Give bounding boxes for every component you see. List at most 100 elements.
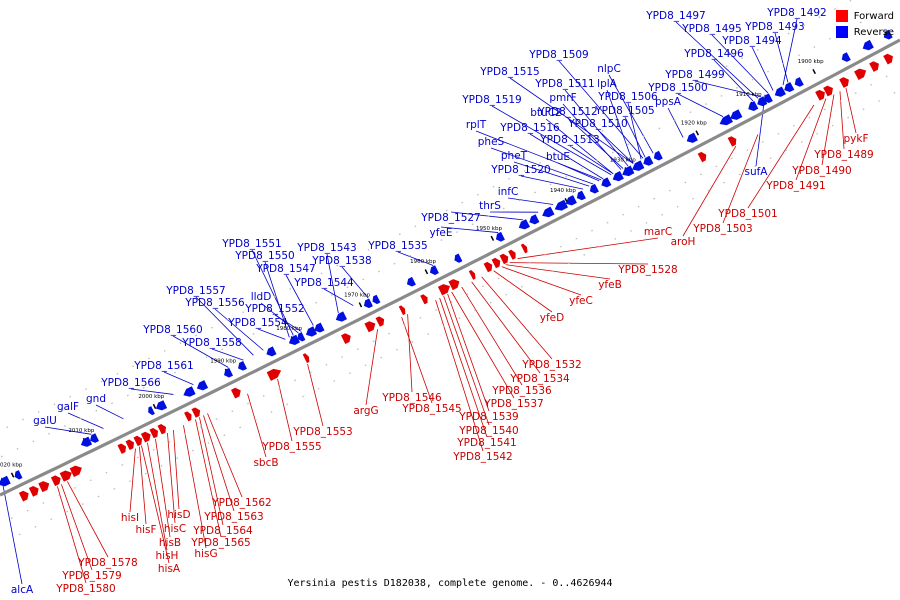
- reverse-swatch: [835, 26, 848, 38]
- gene-label: galF: [57, 401, 79, 413]
- forward-gene: [437, 284, 450, 296]
- reverse-gene: [576, 190, 586, 201]
- gene-label: YPD8_1550: [234, 250, 294, 262]
- label-connector: [341, 266, 369, 299]
- reverse-gene: [643, 155, 654, 166]
- gene-label: YPD8_1541: [456, 437, 516, 449]
- gene-label: marC: [644, 226, 672, 238]
- gene-label: sufA: [744, 166, 768, 178]
- forward-gene: [508, 249, 516, 260]
- genome-caption: Yersinia pestis D182038, complete genome…: [287, 578, 613, 589]
- label-connector: [507, 197, 554, 205]
- reverse-gene: [612, 170, 624, 182]
- label-connector: [155, 438, 171, 538]
- forward-gene: [483, 261, 493, 273]
- reverse-gene: [542, 206, 555, 218]
- gene-label: YPD8_1563: [203, 511, 263, 523]
- label-connector: [562, 103, 622, 170]
- forward-gene: [420, 294, 428, 305]
- reverse-gene: [155, 400, 168, 411]
- gene-label: YPD8_1579: [61, 570, 121, 582]
- forward-gene: [491, 257, 501, 269]
- reverse-gene: [224, 367, 234, 378]
- reverse-gene: [794, 77, 804, 87]
- gene-label: YPD8_1540: [458, 425, 518, 437]
- label-connector: [475, 130, 602, 181]
- label-connector: [407, 314, 413, 393]
- reverse-gene: [495, 231, 505, 242]
- label-connector: [677, 93, 724, 117]
- reverse-gene: [622, 165, 635, 177]
- gene-label: YPD8_1553: [292, 426, 352, 438]
- scale-tick-label: 1900 kbp: [798, 59, 824, 65]
- gene-label: hisA: [158, 563, 181, 575]
- label-connector: [606, 89, 634, 164]
- label-connector: [397, 251, 434, 266]
- label-connector: [172, 335, 229, 368]
- gene-label: YPD8_1556: [184, 297, 245, 309]
- reverse-gene: [554, 199, 569, 211]
- forward-gene: [191, 407, 201, 418]
- reverse-gene: [686, 132, 698, 143]
- reverse-gene: [148, 406, 155, 416]
- reverse-gene: [601, 177, 612, 188]
- gene-label: hisD: [167, 509, 190, 521]
- forward-gene: [697, 151, 707, 163]
- label-connector: [624, 116, 646, 158]
- gene-label: YPD8_1506: [597, 91, 658, 103]
- label-connector: [509, 262, 649, 265]
- gene-label: YPD8_1544: [293, 277, 354, 289]
- label-connector: [183, 425, 207, 549]
- forward-gene: [184, 411, 192, 422]
- reverse-gene: [763, 93, 773, 104]
- forward-gene: [823, 85, 833, 97]
- label-connector: [326, 253, 339, 314]
- label-connector: [67, 412, 104, 429]
- label-connector: [203, 415, 235, 512]
- gene-label: pheS: [478, 136, 505, 148]
- reverse-gene: [454, 253, 463, 263]
- reverse-gene: [730, 109, 743, 120]
- gene-label: YPD8_1580: [55, 583, 115, 595]
- reverse-gene: [335, 311, 348, 322]
- gene-label: hisC: [164, 523, 186, 535]
- label-connector: [747, 104, 815, 209]
- label-connector: [569, 145, 614, 175]
- gene-label: alcA: [11, 584, 34, 596]
- label-connector: [520, 175, 584, 190]
- scale-tick-label: 1920 kbp: [681, 121, 707, 127]
- forward-gene: [266, 368, 282, 381]
- gene-label: YPD8_1509: [528, 49, 588, 61]
- label-connector: [285, 274, 314, 326]
- forward-gene: [448, 279, 460, 291]
- label-connector: [365, 329, 378, 406]
- reverse-gene: [305, 326, 317, 337]
- gene-label: YPD8_1492: [766, 7, 826, 19]
- scale-tick-label: 2000 kbp: [138, 394, 164, 400]
- gene-label: YPD8_1552: [244, 303, 304, 315]
- forward-gene: [839, 77, 849, 88]
- gene-label: YPD8_1551: [221, 238, 281, 250]
- scale-tick: [695, 130, 700, 136]
- gene-label: YPD8_1537: [483, 398, 543, 410]
- gene-label: YPD8_1520: [490, 164, 550, 176]
- label-connector: [95, 404, 124, 420]
- reverse-gene: [862, 39, 874, 51]
- label-connector: [323, 288, 354, 306]
- forward-gene: [149, 427, 159, 439]
- label-connector: [795, 98, 827, 181]
- gene-label: rplT: [466, 119, 487, 131]
- label-connector: [774, 32, 789, 83]
- label-connector: [608, 74, 654, 154]
- legend-label-forward: Forward: [853, 10, 894, 22]
- reverse-gene: [565, 195, 577, 206]
- reverse-gene: [14, 470, 23, 480]
- reverse-gene: [883, 29, 893, 40]
- reverse-gene: [238, 361, 248, 371]
- label-connector: [722, 134, 759, 224]
- gene-label: YPD8_1495: [681, 23, 741, 35]
- label-connector: [451, 291, 515, 399]
- reverse-gene: [183, 386, 196, 397]
- scale-tick-label: 1940 kbp: [550, 188, 576, 194]
- gene-label: btuC2: [530, 107, 561, 119]
